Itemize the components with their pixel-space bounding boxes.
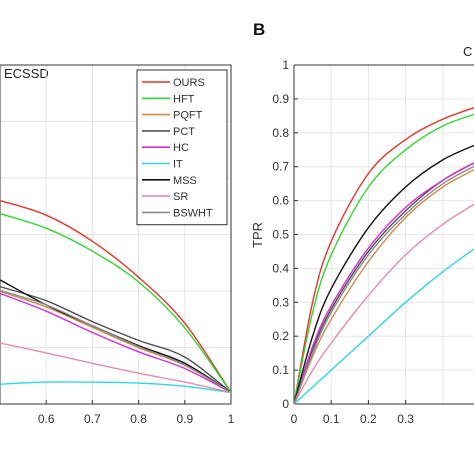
- panel-b-series-group: [294, 106, 474, 405]
- panel-a-x-tick-label: 0.7: [84, 412, 101, 426]
- panel-b-x-tick-label: 0.2: [360, 412, 377, 426]
- panel-b-series-it: [294, 248, 474, 405]
- panel-a-series-pct: [0, 286, 232, 394]
- panel-a-x-tick-label: 0.8: [130, 412, 147, 426]
- panel-b-y-axis-label: TPR: [250, 222, 265, 248]
- panel-b-y-tick-label: 0.1: [272, 363, 289, 377]
- panel-b-series-hft: [294, 113, 474, 405]
- panel-a-legend-label: HFT: [173, 93, 195, 105]
- panel-a-series-it: [0, 381, 232, 394]
- panel-b-y-tick-label: 0: [282, 397, 289, 411]
- panel-a-title: ECSSD: [4, 66, 49, 81]
- panel-b-title: C: [463, 44, 473, 59]
- panel-b-series-ours: [294, 106, 474, 405]
- panel-a-legend-label: SR: [173, 191, 188, 203]
- panel-b-x-tick-label: 0: [291, 412, 298, 426]
- panel-a-series-hc: [0, 292, 232, 394]
- panel-b-y-tick-label: 0.5: [272, 228, 289, 242]
- panel-a-series-hft: [0, 212, 232, 393]
- panel-a-x-tick-label: 1: [228, 412, 235, 426]
- panel-a-x-tick-label: 0.9: [176, 412, 193, 426]
- panel-a-legend-label: BSWHT: [173, 207, 213, 219]
- panel-b-series-mss: [294, 144, 474, 405]
- panel-b-y-tick-label: 0.4: [272, 261, 289, 275]
- panel-b-y-tick-label: 0.2: [272, 329, 289, 343]
- panel-a-series-ours: [0, 199, 232, 393]
- panel-a-legend-label: PQFT: [173, 110, 203, 122]
- panel-a-series-bswht: [0, 289, 232, 394]
- panel-a-series-sr: [0, 342, 232, 394]
- panel-a-plot: 0.6 0.7 0.8 0.9 1 OURS HFT PQFT PCT HC IT MSS SR BSWH…: [0, 64, 235, 426]
- panel-b-x-tick-label: 0.1: [323, 412, 340, 426]
- panel-b-series-bswht: [294, 165, 474, 405]
- panel-b-series-hc: [294, 162, 474, 405]
- panel-b-series-sr: [294, 203, 474, 405]
- panel-a-x-tick-label: 0.6: [38, 412, 55, 426]
- panel-b-y-tick-label: 1: [282, 58, 289, 72]
- panel-a-legend-label: OURS: [173, 77, 205, 89]
- panel-b-letter: B: [253, 20, 266, 39]
- panel-b-y-tick-label: 0.6: [272, 194, 289, 208]
- panel-a-frame: [0, 64, 232, 405]
- panel-a-legend-label: IT: [173, 159, 183, 171]
- panel-a-legend-label: HC: [173, 142, 189, 154]
- panel-b-series-pqft: [294, 168, 474, 405]
- panel-b-x-tick-label: 0.3: [397, 412, 414, 426]
- panel-a-legend-label: MSS: [173, 175, 197, 187]
- panel-b-y-tick-label: 0.7: [272, 160, 289, 174]
- panel-a-legend-label: PCT: [173, 126, 195, 138]
- panel-a-title-text: ECSSD: [4, 66, 49, 81]
- panel-b-y-tick-label: 0.3: [272, 295, 289, 309]
- panel-b-y-tick-label: 0.8: [272, 126, 289, 140]
- panel-b-plot: 0 0.1 0.2 0.3 0.4 0.5 0.6 0.7 0.8 0.9 1 0 0.1 0.2 0.3 T…: [250, 58, 474, 426]
- panel-b-y-tick-label: 0.9: [272, 92, 289, 106]
